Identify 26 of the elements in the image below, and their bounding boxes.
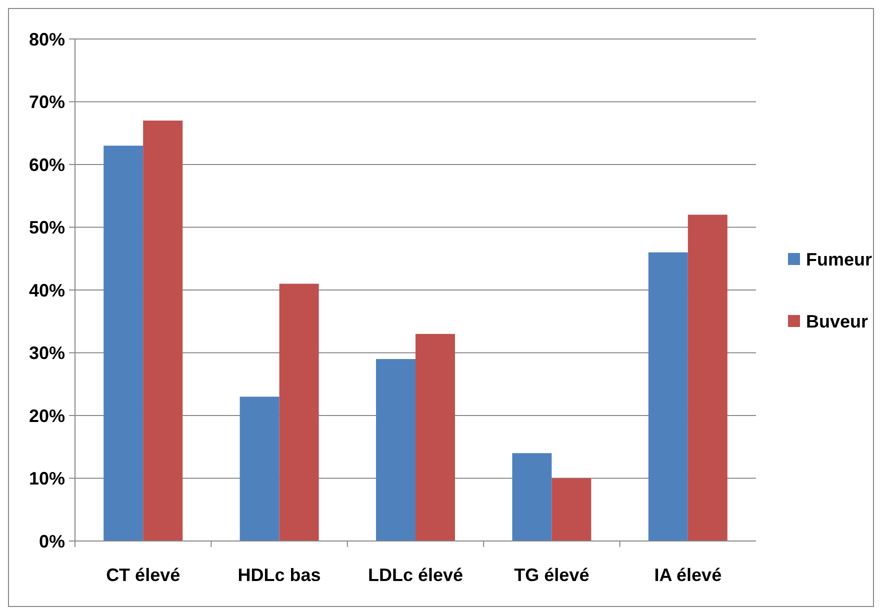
bar [416, 334, 455, 541]
y-tick-label: 60% [28, 154, 65, 175]
x-tick-label: LDLc élevé [368, 565, 464, 585]
bar [104, 146, 144, 541]
y-tick-label: 30% [28, 343, 65, 364]
bar [552, 478, 592, 541]
x-tick-label: CT élevé [106, 565, 180, 585]
legend-label: Fumeur [806, 249, 872, 270]
bar [143, 120, 183, 541]
bar [279, 284, 319, 541]
y-tick-label: 80% [28, 29, 65, 50]
bar [648, 252, 688, 541]
y-tick-label: 50% [28, 218, 65, 238]
bar [688, 214, 728, 541]
y-tick-label: 20% [28, 406, 65, 426]
bar [512, 453, 552, 541]
y-tick-label: 10% [28, 468, 65, 489]
x-tick-label: TG élevé [514, 565, 590, 585]
x-tick-label: IA élevé [654, 565, 722, 585]
bar [376, 359, 416, 541]
bar [240, 396, 280, 541]
y-tick-label: 40% [28, 280, 65, 300]
y-tick-label: 70% [28, 92, 65, 112]
x-tick-label: HDLc bas [238, 565, 321, 585]
legend-label: Buveur [806, 311, 868, 332]
y-tick-label: 0% [38, 531, 65, 552]
